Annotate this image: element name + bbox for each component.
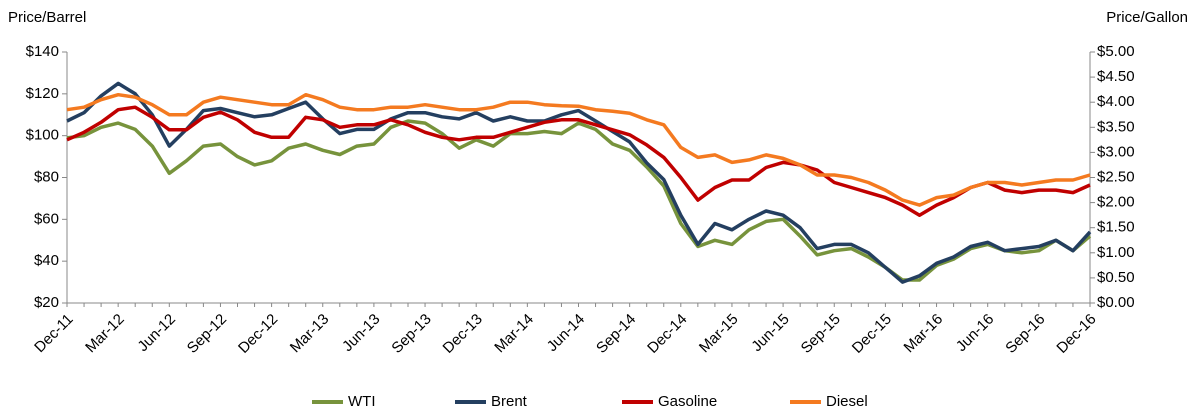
x-tick-label: Jun-12 <box>134 311 178 355</box>
legend-label: WTI <box>348 393 376 410</box>
y-tick-label: $40 <box>34 252 59 269</box>
y-tick-label: $120 <box>26 85 59 102</box>
x-tick-label: Jun-14 <box>544 311 588 355</box>
y-tick-label: $20 <box>34 294 59 311</box>
x-tick-label: Sep-15 <box>798 311 844 357</box>
x-tick-label: Sep-16 <box>1002 311 1048 357</box>
y-tick-label: $80 <box>34 168 59 185</box>
y-tick-label: $60 <box>34 210 59 227</box>
y2-tick-label: $1.50 <box>1097 219 1135 236</box>
y-tick-label: $100 <box>26 127 59 144</box>
x-tick-label: Jun-13 <box>339 311 383 355</box>
y2-axis-title: Price/Gallon <box>1106 9 1188 26</box>
y2-tick-label: $2.50 <box>1097 168 1135 185</box>
series-line <box>66 105 1091 217</box>
y2-tick-label: $5.00 <box>1097 43 1135 60</box>
legend-label: Brent <box>491 393 528 410</box>
x-tick-label: Jun-16 <box>953 311 997 355</box>
x-tick-label: Dec-12 <box>235 311 281 357</box>
legend-label: Gasoline <box>658 393 717 410</box>
x-tick-label: Jun-15 <box>748 311 792 355</box>
x-tick-label: Sep-12 <box>184 311 230 357</box>
legend-label: Diesel <box>826 393 868 410</box>
x-tick-label: Mar-15 <box>696 311 742 357</box>
x-tick-label: Mar-14 <box>491 311 537 357</box>
y2-tick-label: $3.00 <box>1097 143 1135 160</box>
x-tick-label: Dec-13 <box>440 311 486 357</box>
x-tick-label: Mar-12 <box>82 311 128 357</box>
x-tick-label: Sep-13 <box>388 311 434 357</box>
y2-tick-label: $4.00 <box>1097 93 1135 110</box>
y2-tick-label: $4.50 <box>1097 68 1135 85</box>
y2-tick-label: $3.50 <box>1097 118 1135 135</box>
y2-tick-label: $0.50 <box>1097 269 1135 286</box>
y2-tick-label: $0.00 <box>1097 294 1135 311</box>
y-axis-title: Price/Barrel <box>8 9 86 26</box>
x-tick-label: Dec-16 <box>1053 311 1099 357</box>
series-line <box>66 92 1091 207</box>
y2-tick-label: $2.00 <box>1097 194 1135 211</box>
x-tick-label: Mar-13 <box>287 311 333 357</box>
y-tick-label: $140 <box>26 43 59 60</box>
x-tick-label: Sep-14 <box>593 311 639 357</box>
x-tick-label: Dec-14 <box>644 311 690 357</box>
series-line <box>66 119 1092 282</box>
series-line <box>66 81 1092 284</box>
x-tick-label: Mar-16 <box>901 311 947 357</box>
x-tick-label: Dec-15 <box>849 311 895 357</box>
x-tick-label: Dec-11 <box>31 311 76 356</box>
y2-tick-label: $1.00 <box>1097 244 1135 261</box>
